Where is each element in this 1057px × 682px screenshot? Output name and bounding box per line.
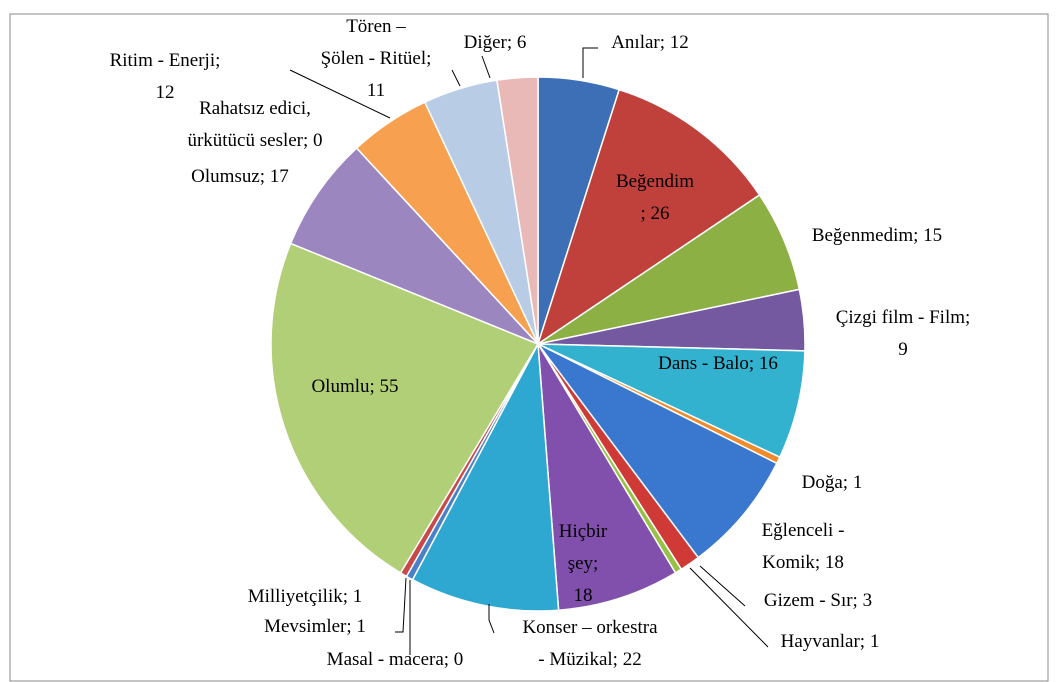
- chart-frame: [9, 13, 1049, 682]
- data-label: Beğenmedim; 15: [812, 225, 942, 246]
- leader-line: [395, 577, 407, 633]
- labels: Anılar; 12 Beğendim; 26 Beğenmedim; 15 Çizg…: [110, 16, 971, 670]
- data-label: Gizem - Sır; 3: [764, 590, 872, 611]
- pie-slice: [536, 88, 761, 346]
- data-label: Beğendim; 26: [616, 171, 694, 224]
- leader-lines: [289, 47, 769, 655]
- data-label: Milliyetçilik; 1: [248, 586, 363, 607]
- leader-line: [481, 55, 491, 79]
- pie-slice: [496, 76, 539, 345]
- pie-slice: [270, 242, 540, 574]
- pie: [270, 76, 806, 612]
- data-label: Hayvanlar; 1: [781, 631, 880, 652]
- leader-line: [488, 604, 495, 634]
- pie-slice: [289, 146, 539, 345]
- data-label: Olumlu; 55: [311, 376, 398, 397]
- data-label: Olumsuz; 17: [191, 166, 289, 187]
- leader-line: [289, 69, 391, 119]
- leader-line: [689, 567, 769, 648]
- data-label: Çizgi film - Film; 9: [836, 307, 971, 360]
- data-label: Hiçbir şey; 18: [559, 521, 608, 606]
- leader-line: [451, 69, 461, 87]
- data-label: Dans - Balo; 16: [658, 353, 778, 374]
- pie-slice: [411, 341, 560, 612]
- pie-slice: [537, 343, 778, 559]
- data-label: Konser – orkestra - Müzikal; 22: [522, 617, 658, 670]
- data-label: Diğer; 6: [464, 32, 527, 53]
- data-label: Masal - macera; 0: [327, 649, 464, 670]
- data-label: Ritim - Enerji; 12: [110, 50, 221, 103]
- data-label: Mevsimler; 1: [264, 616, 366, 637]
- data-label: Tören – Şölen - Ritüel; 11: [321, 16, 432, 101]
- data-label: Rahatsız edici, ürkütücü sesler; 0: [187, 98, 322, 151]
- data-label: Anılar; 12: [611, 32, 689, 53]
- data-label: Doğa; 1: [802, 472, 863, 493]
- leader-line: [582, 47, 598, 78]
- pie-slice: [537, 343, 677, 612]
- leader-line: [699, 565, 746, 607]
- pie-slice: [537, 343, 806, 459]
- data-label: Eğlenceli -Komik; 18: [762, 520, 845, 573]
